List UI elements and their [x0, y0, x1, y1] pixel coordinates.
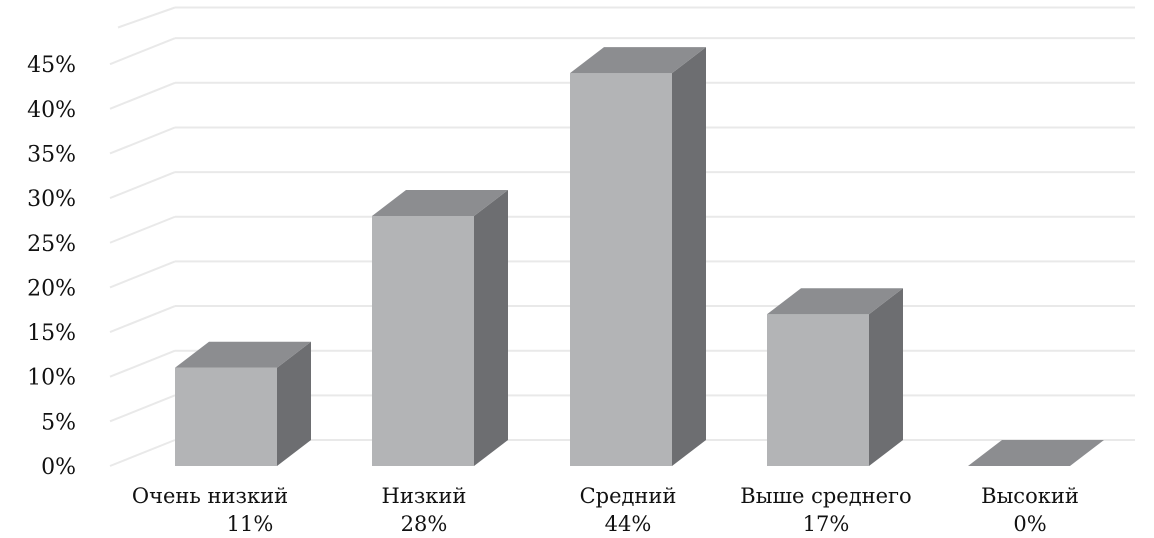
bar [372, 189, 508, 466]
y-tick-label: 30% [27, 187, 76, 212]
bar-top [372, 189, 508, 216]
bar-top [968, 440, 1104, 466]
bar-side [277, 341, 311, 466]
bar-side [869, 288, 903, 466]
bar [175, 341, 311, 466]
bar-front [372, 215, 474, 466]
x-category-label: Очень низкий [132, 484, 288, 508]
x-category-label: Высокий [981, 484, 1079, 508]
bar-side [474, 189, 508, 466]
y-tick-label: 15% [27, 321, 76, 346]
grid-diagonal [109, 37, 176, 66]
y-tick-label: 25% [27, 232, 76, 257]
bar [968, 440, 1104, 466]
x-category-label: Выше среднего [740, 484, 911, 508]
data-label: 17% [803, 512, 850, 536]
y-tick-label: 20% [27, 276, 76, 301]
grid-diagonal [109, 171, 176, 200]
bar-front [175, 367, 277, 466]
x-category-label: Средний [580, 484, 677, 508]
bar-front [570, 73, 672, 466]
y-tick-label: 35% [27, 142, 76, 167]
bar-top [570, 47, 706, 74]
labels: 0% 5% 10% 15% 20% 25% 30% 35% 40% 45% Очень низкий… [27, 53, 1079, 536]
data-label: 0% [1013, 512, 1046, 536]
grid-diagonal [109, 394, 176, 423]
grid-diagonal [109, 305, 176, 333]
bar-side [672, 47, 706, 466]
y-tick-label: 10% [27, 366, 76, 391]
grid-diagonal [109, 349, 176, 378]
bar [767, 288, 903, 466]
bar-top [767, 288, 903, 315]
grid-diagonal [109, 260, 176, 289]
x-category-label: Низкий [382, 484, 467, 508]
y-tick-label: 45% [27, 53, 76, 78]
data-label: 44% [605, 512, 652, 536]
bar [570, 47, 706, 466]
grid-diagonal [109, 126, 176, 155]
bars [175, 47, 1104, 466]
grid-diagonal [109, 81, 176, 110]
grid-diagonal [109, 439, 176, 467]
y-tick-label: 40% [27, 98, 76, 123]
data-label: 11% [227, 512, 274, 536]
y-tick-label: 0% [41, 455, 76, 480]
data-label: 28% [401, 512, 448, 536]
grid-diagonal [109, 215, 176, 244]
bar-top [175, 341, 311, 368]
grid-diagonal [117, 6, 176, 29]
bar-front [767, 314, 869, 466]
y-tick-label: 5% [41, 410, 76, 435]
